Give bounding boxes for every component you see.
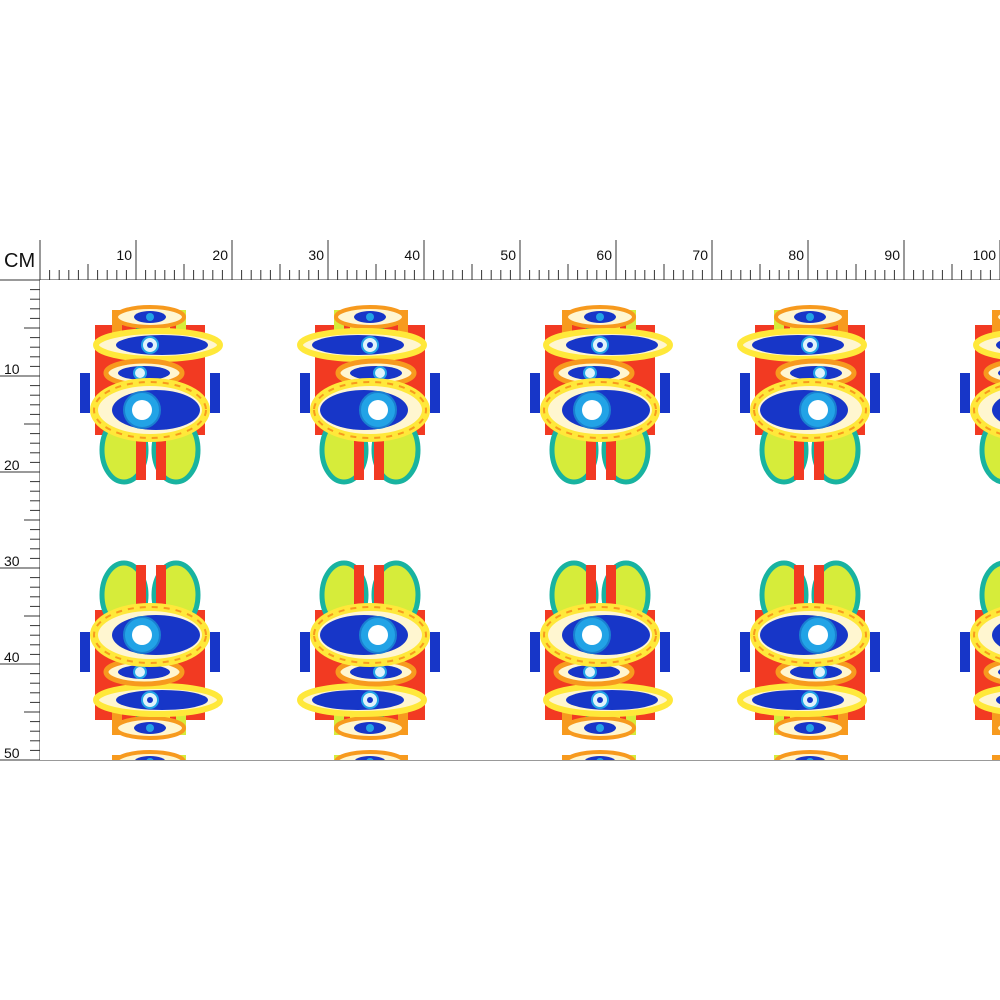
v-ruler-label: 40 [4,649,20,665]
eye-motif-icon [740,752,880,760]
horizontal-ruler: 10 20 30 40 50 60 70 80 90 100 [39,240,1000,281]
vertical-ruler: 10 20 30 40 50 [0,240,41,761]
eye-motif-icon [300,752,440,760]
h-ruler-label: 30 [308,247,324,263]
pattern-canvas [40,280,1000,760]
h-ruler-label: 100 [973,247,997,263]
eye-motif-icon [300,563,440,738]
v-ruler-label: 20 [4,457,20,473]
fabric-pattern-preview [40,280,1000,760]
eye-motif-icon [740,307,880,482]
v-ruler-label: 50 [4,745,20,761]
v-ruler-label: 10 [4,361,20,377]
h-ruler-label: 80 [788,247,804,263]
h-ruler-label: 60 [596,247,612,263]
eye-motif-icon [960,752,1000,760]
eye-motif-icon [960,563,1000,738]
h-ruler-label: 50 [500,247,516,263]
eye-motif-icon [530,563,670,738]
eye-motif-icon [80,563,220,738]
eye-motif-tiles [80,307,1000,760]
eye-motif-icon [80,307,220,482]
eye-motif-icon [80,752,220,760]
eye-motif-icon [300,307,440,482]
h-ruler-label: 10 [116,247,132,263]
v-ruler-label: 30 [4,553,20,569]
eye-motif-icon [740,563,880,738]
h-ruler-label: 90 [884,247,900,263]
h-ruler-label: 20 [212,247,228,263]
eye-motif-icon [530,752,670,760]
eye-motif-icon [530,307,670,482]
ruler-unit-label: CM [4,250,36,272]
h-ruler-label: 70 [692,247,708,263]
eye-motif-icon [960,307,1000,482]
h-ruler-label: 40 [404,247,420,263]
